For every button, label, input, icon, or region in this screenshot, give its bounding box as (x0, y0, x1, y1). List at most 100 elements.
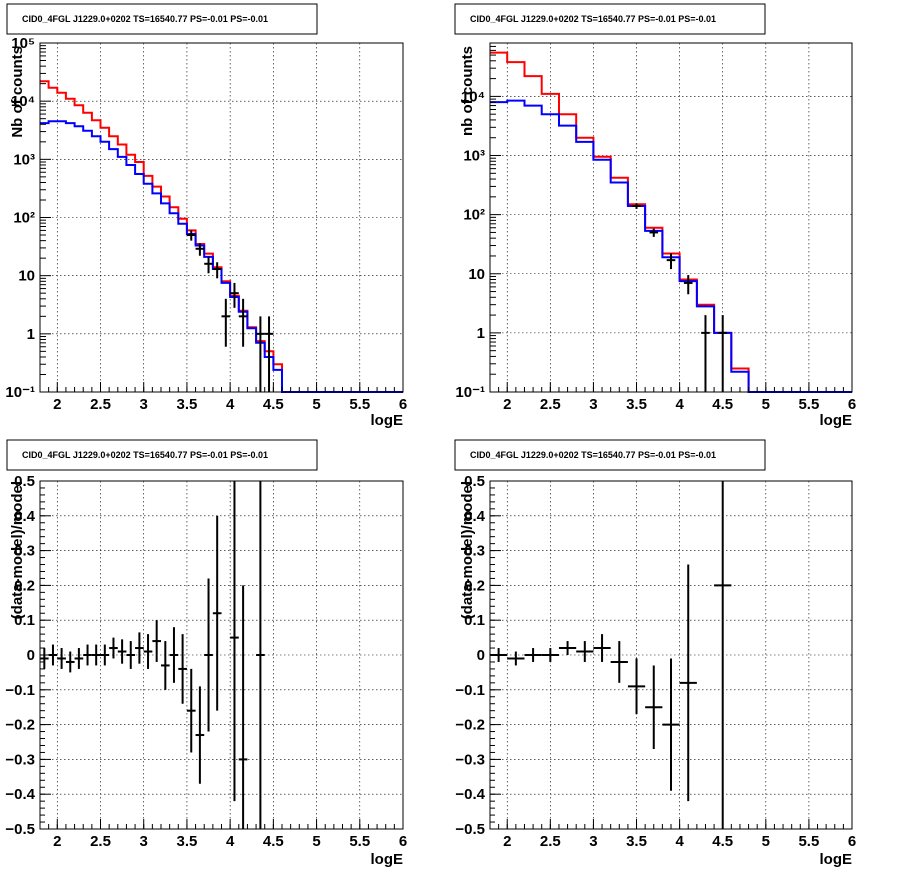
y-tick-label: −0.5 (455, 821, 485, 838)
data-point (256, 316, 265, 392)
y-tick-label: 0.1 (464, 612, 485, 629)
x-tick-label: 2 (53, 833, 61, 850)
y-tick-label: −0.3 (5, 751, 35, 768)
data-point (143, 634, 153, 669)
x-tick-label: 5.5 (349, 833, 370, 850)
x-tick-label: 4.5 (263, 833, 284, 850)
data-point (91, 644, 101, 666)
x-tick-label: 6 (399, 396, 407, 413)
y-tick-label: 10³ (13, 151, 35, 168)
x-tick-label: 4.5 (263, 396, 284, 413)
data-point (109, 637, 118, 659)
data-point (212, 515, 222, 711)
x-tick-label: 3 (589, 396, 597, 413)
data-point (152, 620, 161, 662)
axes (39, 480, 404, 830)
x-tick-label: 2 (53, 396, 61, 413)
y-tick-label: 0.3 (14, 543, 35, 560)
data-point (632, 203, 641, 209)
residuals-panel-left: 2 2.5 3 3.5 4 4.5 5 5.5 6 −0.5 −0.4 −0.3 −0.2 −0.1 0 0.… (5, 439, 407, 868)
x-axis-title: logE (820, 412, 853, 429)
y-tick-label: −0.2 (5, 717, 35, 734)
y-tick-label: 10 (468, 266, 485, 283)
x-axis-title: logE (820, 851, 853, 868)
y-axis-title: Nb of counts (9, 46, 26, 138)
y-tick-label: −0.2 (455, 717, 485, 734)
y-tick-label: 10⁻¹ (455, 384, 485, 401)
x-tick-label: 2 (503, 833, 511, 850)
data-point (256, 481, 265, 829)
x-tick-label: 4.5 (712, 396, 733, 413)
x-tick-label: 6 (399, 833, 407, 850)
y-tick-label: 0.3 (464, 543, 485, 560)
title-box (454, 439, 766, 471)
x-tick-label: 6 (848, 396, 856, 413)
data-point (221, 298, 231, 347)
data-point (230, 282, 239, 308)
data-point (186, 230, 196, 241)
title-box (6, 3, 318, 35)
data-point (230, 481, 239, 802)
data-point (100, 644, 110, 666)
x-tick-label: 4 (675, 396, 684, 413)
tick-labels: 2 2.5 3 3.5 4 4.5 5 5.5 6 10⁻¹ 1 10 10² 10³ 10⁴ (455, 88, 856, 413)
data-point (627, 658, 646, 715)
data-point (662, 658, 680, 791)
x-tick-label: 3 (589, 833, 597, 850)
data-point (126, 641, 136, 669)
data-point (83, 644, 92, 666)
chart-title: CID0_4FGL J1229.0+0202 TS=16540.77 PS=-0… (22, 450, 268, 460)
title-box (454, 3, 766, 35)
y-tick-label: 10 (18, 268, 35, 285)
x-tick-label: 2.5 (540, 833, 561, 850)
x-tick-label: 5.5 (798, 396, 819, 413)
y-tick-label: −0.3 (455, 751, 485, 768)
y-tick-label: 1 (477, 325, 485, 342)
x-tick-label: 5 (762, 396, 770, 413)
counts-histogram-panel-left: 2 2.5 3 3.5 4 4.5 5 5.5 6 10⁻¹ 1 10 10² 10³ 10⁴ 10⁵ log… (5, 3, 407, 429)
counts-histogram-panel-right: 2 2.5 3 3.5 4 4.5 5 5.5 6 10⁻¹ 1 10 10² 10³ 10⁴ logE n… (454, 3, 856, 429)
data-point (195, 686, 205, 784)
x-tick-label: 3.5 (176, 833, 197, 850)
x-tick-label: 4 (675, 833, 684, 850)
data-point (238, 585, 248, 829)
data-point (649, 228, 659, 237)
y-tick-label: −0.4 (5, 786, 35, 803)
data-point (576, 641, 594, 662)
data-point (117, 639, 127, 664)
x-tick-label: 2.5 (90, 396, 111, 413)
axes (39, 42, 404, 393)
y-tick-label: 10⁴ (461, 88, 485, 105)
y-tick-label: 0 (477, 647, 485, 664)
data-point (610, 641, 628, 683)
y-tick-label: 10³ (463, 148, 485, 165)
data-point (718, 315, 728, 392)
y-tick-label: 0.2 (464, 577, 485, 594)
x-tick-label: 5 (312, 833, 320, 850)
x-tick-label: 2.5 (540, 396, 561, 413)
data-point (169, 627, 179, 683)
tick-labels: 2 2.5 3 3.5 4 4.5 5 5.5 6 10⁻¹ 1 10 10² 10³ 10⁴ 10⁵ (5, 35, 407, 413)
data-point (541, 648, 559, 662)
axes (489, 480, 853, 830)
data-point (40, 648, 49, 669)
y-tick-label: 10⁴ (11, 93, 35, 110)
y-tick-label: 0.5 (14, 473, 35, 490)
x-tick-label: 5.5 (798, 833, 819, 850)
y-axis-title: (data-model)/model (9, 481, 26, 619)
x-tick-label: 5 (762, 833, 770, 850)
y-tick-label: 10⁵ (11, 35, 35, 52)
y-tick-label: 10² (463, 207, 485, 224)
data-point (507, 651, 525, 666)
data-points (632, 203, 728, 392)
data-point (74, 648, 84, 669)
x-tick-label: 3 (140, 833, 148, 850)
residuals-panel-right: 2 2.5 3 3.5 4 4.5 5 5.5 6 −0.5 −0.4 −0.3 −0.2 −0.1 0 0.… (454, 439, 856, 868)
data-point (683, 275, 693, 295)
data-point (204, 578, 213, 732)
y-tick-label: −0.1 (5, 682, 35, 699)
tick-labels: 2 2.5 3 3.5 4 4.5 5 5.5 6 −0.5 −0.4 −0.3 −0.2 −0.1 0 0.… (5, 473, 407, 850)
data-point (524, 648, 542, 662)
data-point (666, 253, 676, 270)
